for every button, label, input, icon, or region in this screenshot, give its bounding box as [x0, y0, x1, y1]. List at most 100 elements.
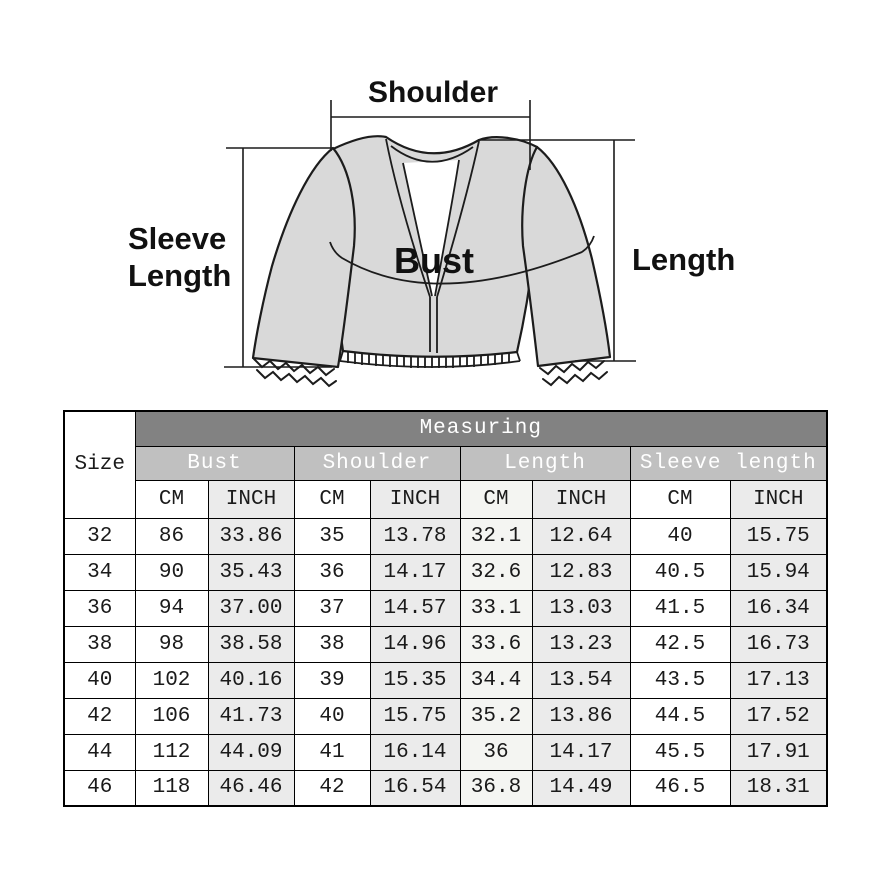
- length-cm-cell: 34.4: [459, 661, 533, 699]
- sleeve-length-group-header: Sleeve length: [629, 445, 828, 481]
- sleeve-inch-cell: 17.13: [729, 661, 828, 699]
- table-row: 34 90 35.43 36 14.17 32.6 12.83 40.5 15.…: [63, 553, 828, 591]
- length-cm-cell: 33.1: [459, 589, 533, 627]
- shoulder-cm-cell: 42: [293, 769, 371, 807]
- right-cuff-lace: [539, 360, 608, 387]
- front-opening-gap: [403, 160, 459, 296]
- length-cm-cell: 32.6: [459, 553, 533, 591]
- table-row: 42 106 41.73 40 15.75 35.2 13.86 44.5 17…: [63, 697, 828, 735]
- length-inch-cell: 13.23: [531, 625, 631, 663]
- bust-inch-cell: 38.58: [207, 625, 295, 663]
- length-inch-cell: 12.83: [531, 553, 631, 591]
- shoulder-cm-cell: 35: [293, 517, 371, 555]
- garment-left-sleeve: [251, 146, 356, 369]
- sleeve-cm-cell: 46.5: [629, 769, 731, 807]
- size-cell: 32: [63, 517, 136, 555]
- sleeve-cm-cell: 41.5: [629, 589, 731, 627]
- length-inch-header: INCH: [531, 479, 631, 519]
- shoulder-label: Shoulder: [368, 76, 498, 109]
- length-inch-cell: 14.17: [531, 733, 631, 771]
- size-chart-table: Size Measuring Bust Shoulder Length Slee…: [63, 410, 829, 807]
- sleeve-inch-cell: 15.94: [729, 553, 828, 591]
- sleeve-cm-cell: 42.5: [629, 625, 731, 663]
- bust-cm-cell: 94: [134, 589, 209, 627]
- measuring-header: Measuring: [134, 410, 828, 447]
- shoulder-cm-cell: 38: [293, 625, 371, 663]
- shoulder-inch-cell: 16.14: [369, 733, 461, 771]
- hem-gather-ticks: [347, 352, 510, 368]
- bust-label: Bust: [394, 240, 474, 281]
- shoulder-inch-cell: 15.35: [369, 661, 461, 699]
- bust-group-header: Bust: [134, 445, 295, 481]
- table-row: 32 86 33.86 35 13.78 32.1 12.64 40 15.75: [63, 517, 828, 555]
- sleeve-cm-cell: 40: [629, 517, 731, 555]
- bust-inch-cell: 41.73: [207, 697, 295, 735]
- length-cm-cell: 36: [459, 733, 533, 771]
- table-row: 36 94 37.00 37 14.57 33.1 13.03 41.5 16.…: [63, 589, 828, 627]
- table-row: 40 102 40.16 39 15.35 34.4 13.54 43.5 17…: [63, 661, 828, 699]
- table-header-row-units: CM INCH CM INCH CM INCH CM INCH: [64, 479, 828, 519]
- length-cm-cell: 32.1: [459, 517, 533, 555]
- sleeve-inch-cell: 16.34: [729, 589, 828, 627]
- left-cuff-lace: [253, 358, 337, 388]
- size-cell: 38: [63, 625, 136, 663]
- sleeve-inch-cell: 15.75: [729, 517, 828, 555]
- shoulder-inch-cell: 13.78: [369, 517, 461, 555]
- sleeve-inch-cell: 17.91: [729, 733, 828, 771]
- length-label: Length: [632, 242, 735, 277]
- shoulder-group-header: Shoulder: [293, 445, 461, 481]
- bust-cm-cell: 118: [134, 769, 209, 807]
- shoulder-cm-cell: 37: [293, 589, 371, 627]
- sleeve-cm-cell: 44.5: [629, 697, 731, 735]
- sleeve-inch-cell: 16.73: [729, 625, 828, 663]
- bust-cm-cell: 90: [134, 553, 209, 591]
- length-inch-cell: 12.64: [531, 517, 631, 555]
- length-group-header: Length: [459, 445, 631, 481]
- sleeve-inch-cell: 18.31: [729, 769, 828, 807]
- shoulder-inch-header: INCH: [369, 479, 461, 519]
- size-cell: 42: [63, 697, 136, 735]
- bust-inch-cell: 37.00: [207, 589, 295, 627]
- table-header-row-groups: Bust Shoulder Length Sleeve length: [64, 445, 828, 481]
- shoulder-cm-cell: 41: [293, 733, 371, 771]
- bust-inch-header: INCH: [207, 479, 295, 519]
- bust-curve: [329, 235, 595, 285]
- shoulder-inch-cell: 14.96: [369, 625, 461, 663]
- sleeve-cm-cell: 43.5: [629, 661, 731, 699]
- sleeve-inch-header: INCH: [729, 479, 828, 519]
- size-cell: 40: [63, 661, 136, 699]
- table-header-row-measuring: Size Measuring: [63, 410, 828, 519]
- placket-edges: [385, 138, 480, 353]
- neckband-inner-line: [390, 145, 474, 163]
- sleeve-cm-header: CM: [629, 479, 731, 519]
- length-cm-cell: 35.2: [459, 697, 533, 735]
- shoulder-cm-cell: 39: [293, 661, 371, 699]
- sleeve-length-label-line1: Sleeve: [128, 221, 226, 256]
- bust-cm-cell: 98: [134, 625, 209, 663]
- size-cell: 44: [63, 733, 136, 771]
- sleeve-inch-cell: 17.52: [729, 697, 828, 735]
- bust-inch-cell: 44.09: [207, 733, 295, 771]
- sleeve-length-measure-lines: [224, 147, 333, 368]
- bust-cm-cell: 106: [134, 697, 209, 735]
- size-cell: 34: [63, 553, 136, 591]
- table-row: 46 118 46.46 42 16.54 36.8 14.49 46.5 18…: [63, 769, 828, 807]
- shoulder-cm-cell: 36: [293, 553, 371, 591]
- length-measure-lines: [478, 139, 636, 362]
- table-row: 44 112 44.09 41 16.14 36 14.17 45.5 17.9…: [63, 733, 828, 771]
- size-cell: 36: [63, 589, 136, 627]
- shoulder-measure-lines: [330, 100, 531, 170]
- garment-measurement-diagram: Shoulder Sleeve Length Bust Length: [128, 76, 735, 388]
- shoulder-inch-cell: 14.17: [369, 553, 461, 591]
- size-column-header: Size: [63, 410, 136, 519]
- shoulder-inch-cell: 15.75: [369, 697, 461, 735]
- bust-cm-cell: 102: [134, 661, 209, 699]
- length-cm-cell: 33.6: [459, 625, 533, 663]
- sleeve-cm-cell: 45.5: [629, 733, 731, 771]
- bust-inch-cell: 46.46: [207, 769, 295, 807]
- bust-cm-cell: 86: [134, 517, 209, 555]
- length-inch-cell: 13.86: [531, 697, 631, 735]
- length-cm-cell: 36.8: [459, 769, 533, 807]
- length-inch-cell: 13.03: [531, 589, 631, 627]
